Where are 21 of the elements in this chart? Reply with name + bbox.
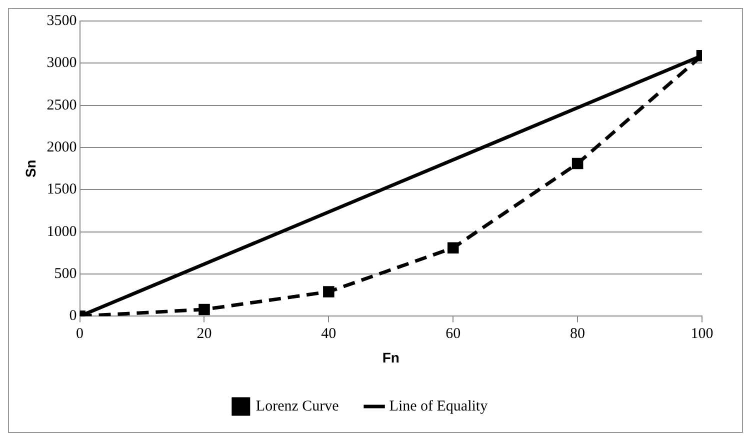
x-tick-label: 100 <box>690 326 714 342</box>
x-tick-label: 40 <box>321 326 336 342</box>
point <box>198 304 210 316</box>
point <box>572 158 584 170</box>
y-tick-label: 1000 <box>46 224 77 240</box>
x-tick-label: 60 <box>446 326 461 342</box>
x-tick-label: 80 <box>570 326 586 342</box>
legend-label: Line of Equality <box>389 398 488 414</box>
y-axis-title: Sn <box>22 160 38 178</box>
point <box>447 242 459 254</box>
y-tick-label: 2500 <box>46 97 77 114</box>
y-tick-label: 3500 <box>46 12 77 29</box>
y-tick-label: 500 <box>54 266 77 282</box>
y-tick-label: 1500 <box>46 182 77 198</box>
x-axis-title: Fn <box>382 349 400 366</box>
legend-label: Lorenz Curve <box>256 398 340 414</box>
y-tick-label: 3000 <box>46 55 77 72</box>
x-tick-label: 20 <box>196 326 212 342</box>
point <box>323 286 334 298</box>
y-tick-label: 0 <box>69 308 77 324</box>
y-tick-label: 2000 <box>46 139 77 156</box>
